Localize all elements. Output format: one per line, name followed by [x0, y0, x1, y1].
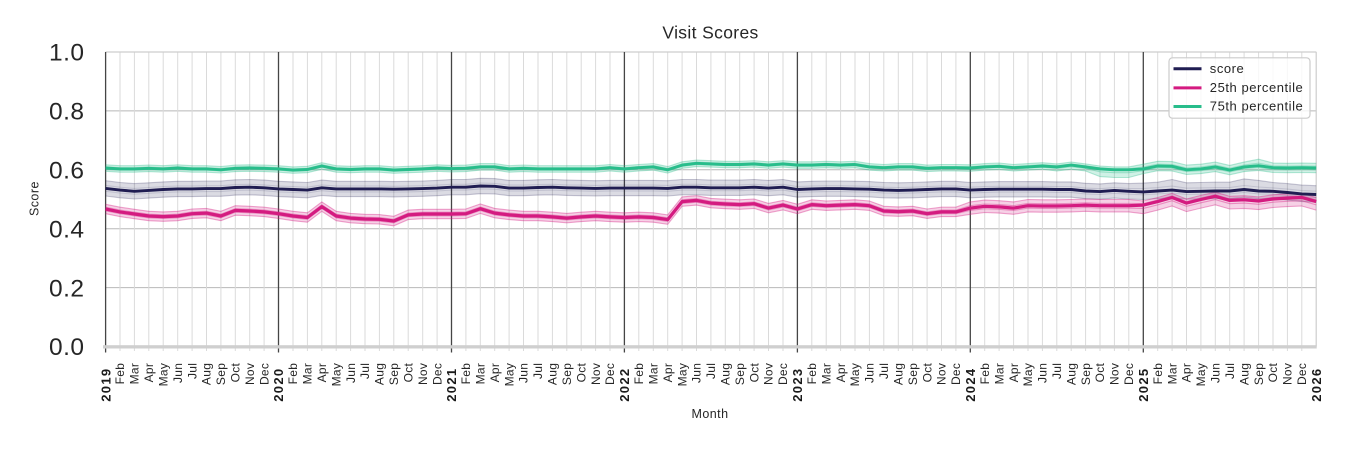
svg-text:Oct: Oct [574, 362, 588, 382]
svg-text:Aug: Aug [719, 363, 733, 385]
svg-text:Feb: Feb [632, 363, 646, 385]
svg-text:Mar: Mar [474, 363, 488, 385]
svg-text:Dec: Dec [949, 363, 963, 385]
svg-text:Nov: Nov [416, 363, 430, 385]
svg-text:Aug: Aug [373, 363, 387, 385]
svg-text:May: May [1021, 363, 1035, 387]
svg-text:Mar: Mar [1165, 363, 1179, 385]
svg-text:Feb: Feb [113, 363, 127, 385]
svg-text:Apr: Apr [661, 363, 675, 383]
svg-text:2026: 2026 [1309, 368, 1324, 402]
svg-text:25th percentile: 25th percentile [1210, 80, 1304, 95]
svg-text:Nov: Nov [1108, 363, 1122, 385]
svg-text:Apr: Apr [142, 363, 156, 383]
svg-text:Feb: Feb [286, 363, 300, 385]
svg-text:Month: Month [692, 407, 729, 421]
svg-text:Sep: Sep [906, 363, 920, 385]
svg-text:Visit Scores: Visit Scores [662, 23, 758, 43]
svg-text:0.4: 0.4 [49, 216, 85, 243]
svg-text:May: May [848, 363, 862, 387]
svg-text:2025: 2025 [1136, 368, 1151, 402]
svg-text:Oct: Oct [229, 362, 243, 382]
svg-text:Jul: Jul [358, 363, 372, 379]
svg-text:Dec: Dec [257, 363, 271, 385]
svg-text:Dec: Dec [1122, 363, 1136, 385]
svg-text:May: May [675, 363, 689, 387]
svg-text:2021: 2021 [444, 368, 459, 402]
svg-text:Nov: Nov [762, 363, 776, 385]
svg-text:score: score [1210, 61, 1245, 76]
svg-text:2023: 2023 [790, 368, 805, 402]
svg-text:75th percentile: 75th percentile [1210, 99, 1304, 114]
svg-text:Feb: Feb [459, 363, 473, 385]
svg-text:Mar: Mar [301, 363, 315, 385]
svg-text:Sep: Sep [1252, 363, 1266, 385]
svg-text:Oct: Oct [1266, 362, 1280, 382]
svg-text:Feb: Feb [1151, 363, 1165, 385]
svg-text:Dec: Dec [430, 363, 444, 385]
svg-text:Dec: Dec [1295, 363, 1309, 385]
svg-text:Dec: Dec [603, 363, 617, 385]
svg-text:May: May [1194, 363, 1208, 387]
svg-text:Aug: Aug [1237, 363, 1251, 385]
svg-text:Aug: Aug [1064, 363, 1078, 385]
svg-text:Apr: Apr [315, 363, 329, 383]
svg-text:Mar: Mar [128, 363, 142, 385]
svg-text:Apr: Apr [488, 363, 502, 383]
svg-text:Jun: Jun [1036, 363, 1050, 383]
svg-text:2022: 2022 [617, 368, 632, 402]
svg-text:0.0: 0.0 [49, 334, 85, 361]
svg-text:May: May [329, 363, 343, 387]
svg-text:Aug: Aug [892, 363, 906, 385]
svg-text:Apr: Apr [1180, 363, 1194, 383]
svg-text:Sep: Sep [733, 363, 747, 385]
svg-text:Aug: Aug [546, 363, 560, 385]
svg-text:Oct: Oct [747, 362, 761, 382]
svg-text:Jun: Jun [344, 363, 358, 383]
svg-text:Nov: Nov [1281, 363, 1295, 385]
svg-text:Oct: Oct [920, 362, 934, 382]
svg-text:Nov: Nov [589, 363, 603, 385]
svg-text:Jun: Jun [690, 363, 704, 383]
svg-text:Mar: Mar [819, 363, 833, 385]
svg-text:Dec: Dec [776, 363, 790, 385]
svg-text:Feb: Feb [978, 363, 992, 385]
svg-text:Jul: Jul [531, 363, 545, 379]
svg-text:Jul: Jul [877, 363, 891, 379]
svg-text:Mar: Mar [992, 363, 1006, 385]
svg-text:Score: Score [28, 181, 42, 216]
svg-text:2019: 2019 [98, 368, 113, 402]
svg-text:Jul: Jul [1223, 363, 1237, 379]
svg-text:2024: 2024 [963, 368, 978, 402]
svg-text:Sep: Sep [560, 363, 574, 385]
svg-text:1.0: 1.0 [49, 40, 85, 67]
svg-text:Mar: Mar [647, 363, 661, 385]
svg-text:Sep: Sep [387, 363, 401, 385]
svg-text:May: May [156, 363, 170, 387]
svg-text:Sep: Sep [1079, 363, 1093, 385]
svg-text:0.6: 0.6 [49, 158, 85, 185]
svg-text:0.2: 0.2 [49, 275, 85, 302]
svg-text:Jul: Jul [185, 363, 199, 379]
svg-text:Jun: Jun [171, 363, 185, 383]
svg-text:Apr: Apr [834, 363, 848, 383]
svg-text:Feb: Feb [805, 363, 819, 385]
svg-text:Apr: Apr [1007, 363, 1021, 383]
svg-text:2020: 2020 [271, 368, 286, 402]
svg-text:0.8: 0.8 [49, 99, 85, 126]
svg-text:Oct: Oct [1093, 362, 1107, 382]
svg-text:May: May [502, 363, 516, 387]
svg-text:Nov: Nov [243, 363, 257, 385]
svg-text:Jun: Jun [1209, 363, 1223, 383]
svg-text:Jun: Jun [517, 363, 531, 383]
svg-text:Aug: Aug [200, 363, 214, 385]
svg-text:Oct: Oct [401, 362, 415, 382]
svg-text:Jun: Jun [863, 363, 877, 383]
svg-text:Nov: Nov [935, 363, 949, 385]
svg-text:Sep: Sep [214, 363, 228, 385]
svg-text:Jul: Jul [1050, 363, 1064, 379]
svg-text:Jul: Jul [704, 363, 718, 379]
